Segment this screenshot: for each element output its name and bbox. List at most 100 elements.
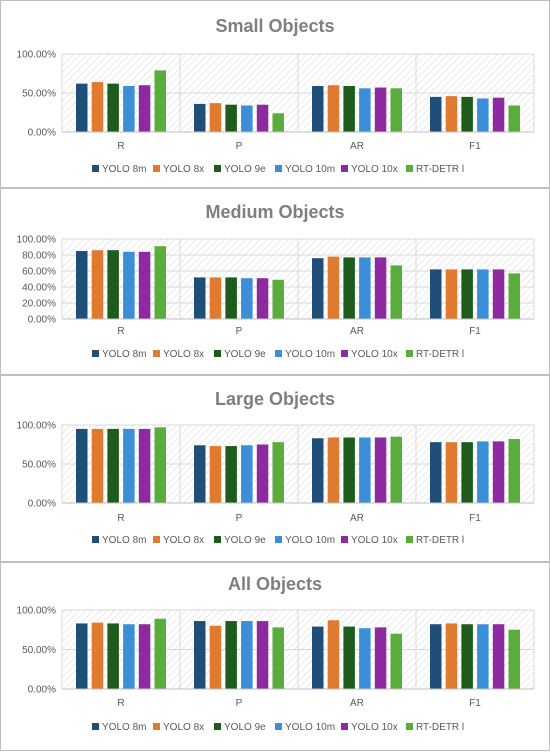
chart-title: Large Objects <box>215 389 335 409</box>
bar-yolo-8x-ar <box>327 85 340 132</box>
y-tick-label: 40.00% <box>22 283 56 294</box>
bar-rt-detr-l-ar <box>390 265 402 319</box>
bar-yolo-8m-ar <box>312 438 324 503</box>
legend-swatch <box>341 536 348 543</box>
legend-swatch <box>153 536 160 543</box>
bar-rt-detr-l-ar <box>390 633 402 689</box>
bar-yolo-8x-f1 <box>445 269 458 319</box>
legend-label: YOLO 8x <box>163 722 204 733</box>
bar-yolo-8x-f1 <box>445 442 458 503</box>
bar-yolo-10m-p <box>241 621 253 689</box>
bar-yolo-8x-p <box>209 277 222 319</box>
y-tick-label: 50.00% <box>22 645 56 656</box>
legend-label: YOLO 10x <box>351 349 398 360</box>
bar-yolo-9e-ar <box>343 85 355 132</box>
bar-yolo-9e-f1 <box>461 96 473 132</box>
bar-yolo-10m-r <box>123 624 135 689</box>
bar-yolo-10m-p <box>241 105 253 132</box>
legend-label: YOLO 8x <box>163 535 204 546</box>
all-objects-panel: All Objects 0.00% 50.00% 100.00% R P AR F1 YOLO … <box>0 562 550 751</box>
legend-swatch <box>406 350 413 357</box>
bar-rt-detr-l-p <box>272 113 284 132</box>
legend-label: YOLO 10m <box>285 349 335 360</box>
bar-yolo-9e-r <box>107 83 119 132</box>
bar-yolo-9e-p <box>225 104 237 132</box>
bar-yolo-9e-ar <box>343 437 355 503</box>
legend-swatch <box>406 536 413 543</box>
legend-label: YOLO 10x <box>351 164 398 175</box>
bar-yolo-8m-f1 <box>430 269 442 319</box>
bar-yolo-8m-p <box>194 277 206 319</box>
bar-rt-detr-l-f1 <box>508 439 520 503</box>
x-tick-label: AR <box>350 698 364 709</box>
bar-rt-detr-l-ar <box>390 436 402 503</box>
bar-yolo-10m-r <box>123 428 135 503</box>
bar-rt-detr-l-p <box>272 279 284 319</box>
bar-yolo-10x-p <box>256 444 269 503</box>
x-tick-label: R <box>117 698 124 709</box>
x-tick-label: P <box>236 698 243 709</box>
bar-yolo-9e-r <box>107 623 119 689</box>
bar-yolo-8m-p <box>194 445 206 503</box>
bar-yolo-10x-ar <box>374 257 387 319</box>
bar-yolo-8m-f1 <box>430 624 442 689</box>
bar-yolo-10x-ar <box>374 437 387 503</box>
y-tick-label: 0.00% <box>28 685 56 696</box>
large-objects-chart: Large Objects 0.00% 50.00% 100.00% R P AR F1 YOL… <box>0 375 550 562</box>
y-tick-label: 60.00% <box>22 267 56 278</box>
x-tick-label: AR <box>350 326 364 337</box>
y-tick-label: 100.00% <box>17 50 57 61</box>
bar-yolo-8m-ar <box>312 626 324 689</box>
legend-swatch <box>92 165 99 172</box>
bar-yolo-8x-f1 <box>445 623 458 689</box>
legend-swatch <box>214 350 221 357</box>
bar-yolo-10m-r <box>123 85 135 132</box>
bar-yolo-8m-r <box>76 83 88 132</box>
bar-yolo-8x-r <box>91 250 104 319</box>
bar-yolo-10x-f1 <box>492 269 505 319</box>
x-tick-label: F1 <box>469 513 481 524</box>
legend-swatch <box>153 723 160 730</box>
legend-swatch <box>92 350 99 357</box>
bar-yolo-8m-p <box>194 621 206 689</box>
y-tick-label: 100.00% <box>17 606 57 617</box>
bar-yolo-8m-r <box>76 623 88 689</box>
bar-yolo-8x-f1 <box>445 96 458 132</box>
bar-yolo-10x-f1 <box>492 624 505 689</box>
bar-yolo-8m-ar <box>312 85 324 132</box>
legend-swatch <box>406 165 413 172</box>
x-tick-label: AR <box>350 141 364 152</box>
x-tick-label: R <box>117 326 124 337</box>
bar-yolo-10m-p <box>241 278 253 319</box>
y-tick-label: 100.00% <box>17 421 57 432</box>
bar-rt-detr-l-r <box>154 246 166 319</box>
bar-rt-detr-l-f1 <box>508 629 520 689</box>
chart-title: Small Objects <box>215 16 334 36</box>
legend-label: YOLO 8x <box>163 349 204 360</box>
bar-yolo-8x-p <box>209 625 222 689</box>
bar-yolo-10x-r <box>138 624 151 689</box>
chart-title: All Objects <box>228 574 322 594</box>
y-tick-label: 0.00% <box>28 315 56 326</box>
bar-yolo-10m-f1 <box>477 98 489 132</box>
legend-swatch <box>153 165 160 172</box>
bar-yolo-8x-ar <box>327 256 340 319</box>
medium-objects-panel: Medium Objects 0.00% 20.00% 40.00% 60.00% 80.… <box>0 188 550 375</box>
bar-yolo-10x-p <box>256 621 269 689</box>
legend-swatch <box>406 723 413 730</box>
bar-yolo-10m-f1 <box>477 624 489 689</box>
legend-swatch <box>275 165 282 172</box>
bar-yolo-10x-f1 <box>492 97 505 132</box>
bar-yolo-9e-p <box>225 621 237 689</box>
y-tick-label: 20.00% <box>22 299 56 310</box>
legend-swatch <box>153 350 160 357</box>
bar-rt-detr-l-p <box>272 627 284 689</box>
bar-rt-detr-l-r <box>154 427 166 503</box>
legend-label: YOLO 8m <box>102 722 146 733</box>
bar-yolo-10x-p <box>256 104 269 132</box>
bar-yolo-10m-ar <box>359 88 371 132</box>
x-tick-label: P <box>236 326 243 337</box>
bar-yolo-8m-ar <box>312 258 324 319</box>
bar-rt-detr-l-f1 <box>508 273 520 319</box>
